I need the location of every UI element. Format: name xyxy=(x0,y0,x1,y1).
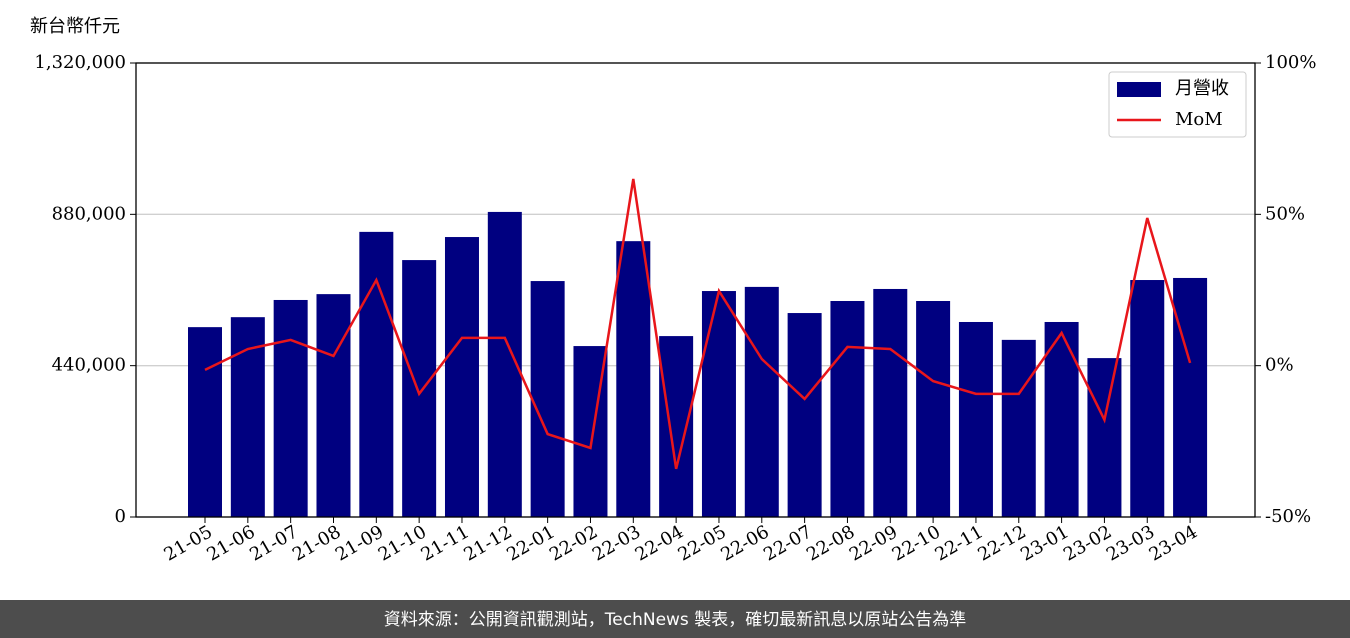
x-tick-label: 21-10 xyxy=(375,521,430,565)
bar xyxy=(916,301,951,517)
x-tick-label: 21-08 xyxy=(289,521,344,565)
bar xyxy=(316,294,351,517)
bar xyxy=(273,299,308,517)
bar xyxy=(188,327,222,517)
bar xyxy=(359,231,394,517)
x-tick-label: 23-02 xyxy=(1060,521,1115,565)
bar xyxy=(873,288,908,517)
x-tick-label: 23-01 xyxy=(1017,521,1072,565)
x-tick-label: 23-04 xyxy=(1146,521,1201,565)
y-tick-label: 1,320,000 xyxy=(34,52,126,73)
x-tick-label: 22-11 xyxy=(932,521,987,565)
bar xyxy=(1130,280,1165,517)
x-tick-label: 22-10 xyxy=(889,521,944,565)
x-tick-label: 21-11 xyxy=(418,521,473,565)
bar xyxy=(444,237,479,518)
x-tick-label: 21-07 xyxy=(246,521,301,565)
y2-tick-label: 100% xyxy=(1265,52,1316,73)
x-tick-label: 22-01 xyxy=(503,521,558,565)
x-tick-label: 21-05 xyxy=(161,521,216,565)
bar xyxy=(744,286,779,517)
bar xyxy=(230,317,265,517)
legend-swatch xyxy=(1117,82,1161,97)
bar xyxy=(830,301,865,517)
x-tick-label: 23-03 xyxy=(1103,521,1158,565)
x-tick-label: 22-03 xyxy=(589,521,644,565)
y-tick-label: 0 xyxy=(115,506,126,527)
bar xyxy=(1087,358,1122,517)
x-tick-label: 21-06 xyxy=(203,521,258,565)
y-tick-label: 440,000 xyxy=(52,355,126,376)
y2-tick-label: 50% xyxy=(1265,203,1305,224)
x-tick-label: 22-09 xyxy=(846,521,901,565)
x-tick-label: 22-02 xyxy=(546,521,601,565)
x-tick-label: 22-04 xyxy=(632,521,687,565)
line xyxy=(204,178,1192,470)
footer-text: 資料來源：公開資訊觀測站，TechNews 製表，確切最新訊息以原站公告為準 xyxy=(384,610,966,630)
bar xyxy=(1001,339,1036,517)
plot-frame xyxy=(135,62,1256,518)
legend-label: MoM xyxy=(1175,109,1223,130)
bar xyxy=(787,313,822,517)
y2-tick-label: 0% xyxy=(1265,355,1294,376)
x-tick-label: 22-12 xyxy=(974,521,1029,565)
footer-bar xyxy=(0,600,1350,638)
bar xyxy=(1173,277,1208,517)
x-tick-label: 22-06 xyxy=(717,521,772,565)
y-axis-label: 新台幣仟元 xyxy=(30,16,120,37)
x-tick-label: 22-08 xyxy=(803,521,858,565)
bar xyxy=(402,260,437,517)
x-tick-label: 21-12 xyxy=(460,521,515,565)
bar xyxy=(701,291,736,517)
legend-label: 月營收 xyxy=(1175,78,1229,99)
bar xyxy=(958,321,993,517)
x-tick-label: 22-05 xyxy=(675,521,730,565)
y-tick-label: 880,000 xyxy=(52,203,126,224)
y2-tick-label: -50% xyxy=(1265,506,1311,527)
bar xyxy=(659,336,694,517)
bar xyxy=(530,281,565,517)
bar xyxy=(616,241,651,518)
x-tick-label: 22-07 xyxy=(760,521,815,565)
x-tick-label: 21-09 xyxy=(332,521,387,565)
